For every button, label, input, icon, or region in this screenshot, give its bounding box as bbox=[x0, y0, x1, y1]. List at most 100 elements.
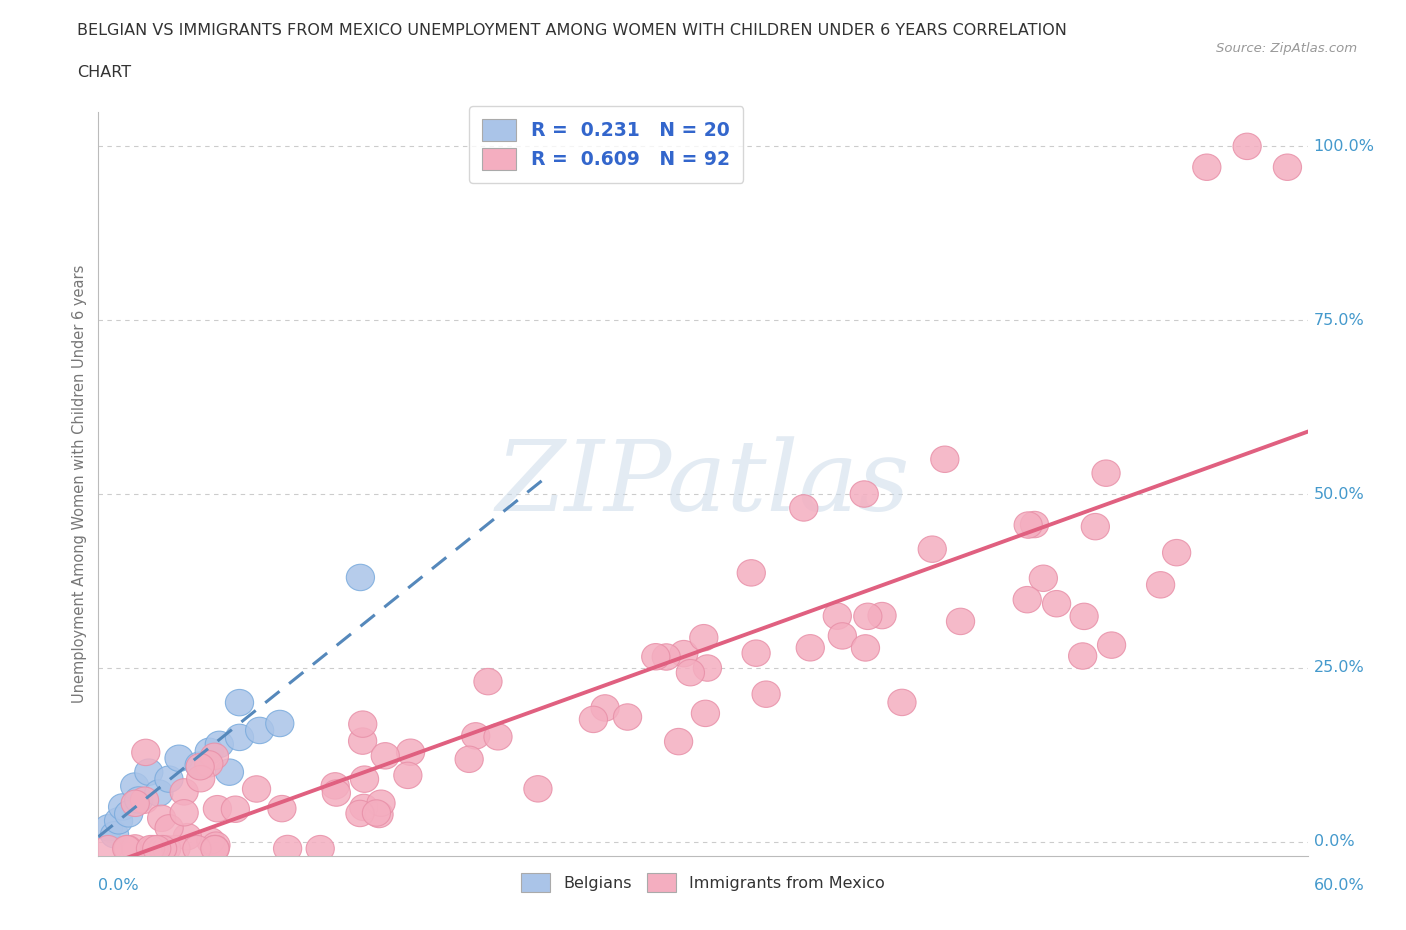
Ellipse shape bbox=[524, 776, 553, 802]
Ellipse shape bbox=[149, 835, 177, 862]
Ellipse shape bbox=[112, 835, 141, 862]
Ellipse shape bbox=[367, 790, 395, 817]
Ellipse shape bbox=[1070, 604, 1098, 630]
Ellipse shape bbox=[790, 495, 818, 521]
Ellipse shape bbox=[121, 835, 149, 861]
Ellipse shape bbox=[484, 724, 512, 750]
Ellipse shape bbox=[918, 536, 946, 563]
Ellipse shape bbox=[225, 724, 253, 751]
Ellipse shape bbox=[669, 641, 697, 667]
Ellipse shape bbox=[851, 481, 879, 507]
Ellipse shape bbox=[132, 739, 160, 765]
Ellipse shape bbox=[205, 731, 233, 758]
Ellipse shape bbox=[1274, 154, 1302, 180]
Ellipse shape bbox=[346, 565, 374, 591]
Text: 50.0%: 50.0% bbox=[1313, 486, 1364, 501]
Ellipse shape bbox=[155, 815, 183, 841]
Ellipse shape bbox=[1014, 512, 1042, 538]
Ellipse shape bbox=[201, 835, 229, 862]
Ellipse shape bbox=[148, 805, 176, 831]
Ellipse shape bbox=[613, 704, 641, 730]
Ellipse shape bbox=[690, 625, 718, 651]
Ellipse shape bbox=[461, 723, 489, 749]
Ellipse shape bbox=[201, 835, 229, 862]
Text: ZIPatlas: ZIPatlas bbox=[496, 436, 910, 531]
Text: 100.0%: 100.0% bbox=[1313, 139, 1375, 153]
Ellipse shape bbox=[1098, 631, 1126, 658]
Text: 0.0%: 0.0% bbox=[1313, 834, 1354, 849]
Ellipse shape bbox=[131, 787, 159, 814]
Ellipse shape bbox=[121, 790, 149, 817]
Ellipse shape bbox=[155, 766, 183, 792]
Ellipse shape bbox=[104, 807, 132, 834]
Ellipse shape bbox=[350, 766, 378, 792]
Ellipse shape bbox=[946, 608, 974, 634]
Ellipse shape bbox=[676, 659, 704, 686]
Ellipse shape bbox=[346, 800, 374, 827]
Ellipse shape bbox=[363, 800, 391, 826]
Ellipse shape bbox=[1021, 512, 1049, 538]
Ellipse shape bbox=[94, 835, 122, 862]
Ellipse shape bbox=[195, 738, 224, 764]
Ellipse shape bbox=[394, 763, 422, 789]
Ellipse shape bbox=[887, 689, 917, 715]
Ellipse shape bbox=[307, 835, 335, 862]
Ellipse shape bbox=[186, 753, 214, 780]
Legend: Belgians, Immigrants from Mexico: Belgians, Immigrants from Mexico bbox=[513, 865, 893, 899]
Ellipse shape bbox=[186, 752, 214, 778]
Ellipse shape bbox=[1029, 565, 1057, 591]
Ellipse shape bbox=[121, 773, 149, 799]
Ellipse shape bbox=[114, 835, 142, 862]
Ellipse shape bbox=[165, 745, 193, 772]
Ellipse shape bbox=[1069, 643, 1097, 670]
Ellipse shape bbox=[322, 780, 350, 806]
Ellipse shape bbox=[114, 801, 143, 827]
Ellipse shape bbox=[136, 835, 165, 862]
Ellipse shape bbox=[145, 780, 173, 806]
Ellipse shape bbox=[274, 835, 302, 862]
Ellipse shape bbox=[456, 746, 484, 773]
Ellipse shape bbox=[752, 681, 780, 708]
Ellipse shape bbox=[692, 700, 720, 726]
Ellipse shape bbox=[100, 821, 129, 848]
Ellipse shape bbox=[321, 773, 349, 799]
Ellipse shape bbox=[197, 828, 225, 855]
Ellipse shape bbox=[215, 759, 243, 785]
Ellipse shape bbox=[366, 802, 394, 828]
Ellipse shape bbox=[868, 603, 896, 629]
Ellipse shape bbox=[152, 835, 181, 862]
Ellipse shape bbox=[246, 717, 274, 744]
Ellipse shape bbox=[183, 835, 211, 862]
Ellipse shape bbox=[652, 644, 681, 671]
Text: BELGIAN VS IMMIGRANTS FROM MEXICO UNEMPLOYMENT AMONG WOMEN WITH CHILDREN UNDER 6: BELGIAN VS IMMIGRANTS FROM MEXICO UNEMPL… bbox=[77, 23, 1067, 38]
Ellipse shape bbox=[108, 793, 136, 820]
Ellipse shape bbox=[823, 603, 852, 630]
Ellipse shape bbox=[266, 711, 294, 737]
Ellipse shape bbox=[591, 695, 619, 721]
Ellipse shape bbox=[641, 644, 669, 670]
Ellipse shape bbox=[139, 835, 167, 862]
Ellipse shape bbox=[202, 832, 231, 858]
Ellipse shape bbox=[852, 634, 880, 661]
Ellipse shape bbox=[225, 689, 253, 716]
Ellipse shape bbox=[737, 560, 765, 586]
Ellipse shape bbox=[221, 796, 249, 822]
Ellipse shape bbox=[1092, 460, 1121, 486]
Text: 60.0%: 60.0% bbox=[1313, 878, 1364, 893]
Ellipse shape bbox=[162, 835, 190, 862]
Ellipse shape bbox=[194, 751, 224, 777]
Ellipse shape bbox=[1081, 513, 1109, 539]
Ellipse shape bbox=[1192, 154, 1220, 180]
Ellipse shape bbox=[242, 776, 270, 803]
Ellipse shape bbox=[142, 835, 172, 862]
Ellipse shape bbox=[371, 743, 399, 769]
Text: 0.0%: 0.0% bbox=[98, 878, 139, 893]
Ellipse shape bbox=[828, 623, 856, 649]
Ellipse shape bbox=[349, 728, 377, 754]
Ellipse shape bbox=[204, 795, 232, 822]
Ellipse shape bbox=[1146, 572, 1174, 598]
Ellipse shape bbox=[1042, 591, 1071, 617]
Ellipse shape bbox=[579, 706, 607, 733]
Ellipse shape bbox=[474, 669, 502, 695]
Ellipse shape bbox=[135, 759, 163, 785]
